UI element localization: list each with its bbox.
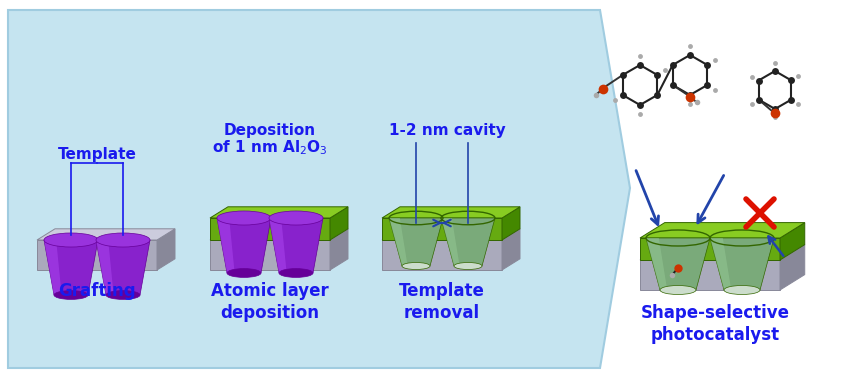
Polygon shape <box>441 218 460 266</box>
Polygon shape <box>780 245 805 290</box>
Polygon shape <box>96 240 114 295</box>
Polygon shape <box>640 238 780 260</box>
Polygon shape <box>217 218 235 273</box>
Polygon shape <box>382 229 520 240</box>
Bar <box>610 0 850 377</box>
Text: Grafting: Grafting <box>58 282 136 300</box>
Text: 1-2 nm cavity: 1-2 nm cavity <box>388 123 506 138</box>
Polygon shape <box>96 240 150 295</box>
Ellipse shape <box>44 233 98 247</box>
Ellipse shape <box>227 268 261 277</box>
Ellipse shape <box>269 211 323 225</box>
Text: Template: Template <box>58 147 137 162</box>
Ellipse shape <box>279 268 313 277</box>
Polygon shape <box>210 240 330 270</box>
Polygon shape <box>44 240 98 295</box>
Polygon shape <box>157 229 175 270</box>
Polygon shape <box>646 238 710 290</box>
Polygon shape <box>382 218 502 240</box>
Polygon shape <box>330 229 348 270</box>
Ellipse shape <box>402 262 430 270</box>
Text: Shape-selective
photocatalyst: Shape-selective photocatalyst <box>641 304 790 344</box>
Polygon shape <box>37 240 157 270</box>
Polygon shape <box>382 240 502 270</box>
Polygon shape <box>640 222 805 238</box>
Polygon shape <box>640 245 805 260</box>
Ellipse shape <box>217 211 271 225</box>
Polygon shape <box>210 207 348 218</box>
Polygon shape <box>210 218 330 240</box>
Polygon shape <box>780 222 805 260</box>
Ellipse shape <box>660 285 696 294</box>
Polygon shape <box>217 218 271 273</box>
Text: Deposition: Deposition <box>224 123 316 138</box>
Text: Atomic layer
deposition: Atomic layer deposition <box>211 282 329 322</box>
Polygon shape <box>640 260 780 290</box>
Polygon shape <box>646 238 667 290</box>
Polygon shape <box>269 218 323 273</box>
Polygon shape <box>44 240 62 295</box>
Ellipse shape <box>54 291 88 299</box>
Ellipse shape <box>96 233 150 247</box>
Polygon shape <box>389 218 408 266</box>
Polygon shape <box>37 229 175 240</box>
Ellipse shape <box>106 291 140 299</box>
Ellipse shape <box>724 285 760 294</box>
Polygon shape <box>330 207 348 240</box>
Polygon shape <box>8 10 630 368</box>
Polygon shape <box>502 229 520 270</box>
Polygon shape <box>710 238 731 290</box>
Text: of 1 nm Al$_2$O$_3$: of 1 nm Al$_2$O$_3$ <box>212 139 328 157</box>
Polygon shape <box>389 218 443 266</box>
Polygon shape <box>210 229 348 240</box>
Text: Template
removal: Template removal <box>399 282 485 322</box>
Polygon shape <box>710 238 774 290</box>
Polygon shape <box>502 207 520 240</box>
Polygon shape <box>441 218 495 266</box>
Polygon shape <box>382 207 520 218</box>
Ellipse shape <box>454 262 482 270</box>
Polygon shape <box>269 218 286 273</box>
